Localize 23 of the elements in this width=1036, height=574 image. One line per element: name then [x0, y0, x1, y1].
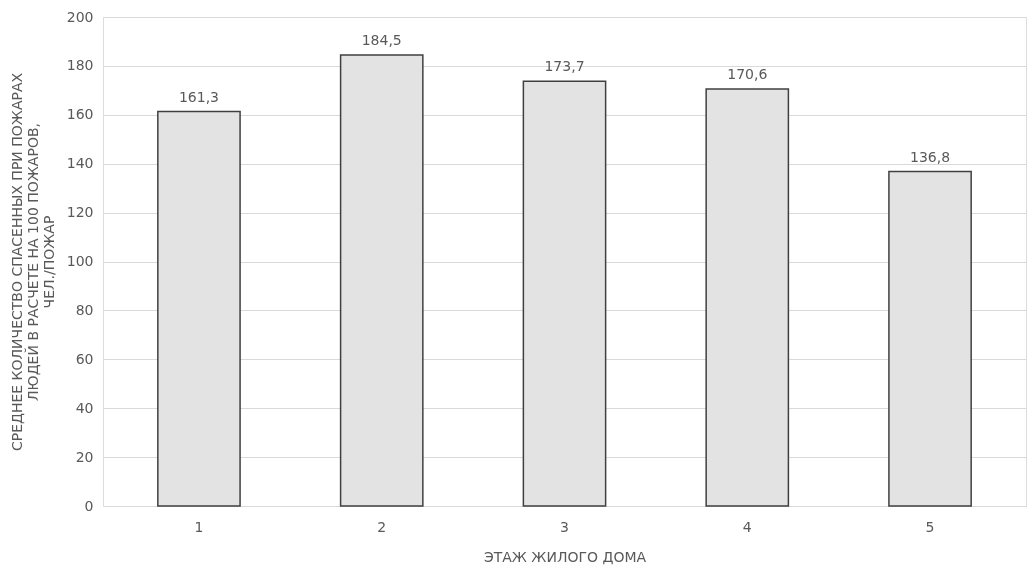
x-tick-label: 4 — [742, 518, 752, 535]
y-axis-title: СРЕДНЕЕ КОЛИЧЕСТВО СПАСЕННЫХ ПРИ ПОЖАРАХ ЛЮДЕЙ В РАСЧЕТЕ НА 100 ПОЖАРОВ, ЧЕЛ./ПОЖАР — [8, 72, 57, 452]
y-tick-label: 80 — [75, 301, 94, 318]
data-label: 173,7 — [544, 58, 585, 75]
y-tick-label: 200 — [66, 8, 94, 25]
y-tick-label: 20 — [75, 448, 94, 465]
x-tick-label: 3 — [560, 518, 569, 535]
y-tick-label: 140 — [66, 155, 94, 172]
data-label: 136,8 — [910, 148, 951, 165]
y-tick-label: 60 — [75, 350, 94, 367]
x-tick-label: 2 — [377, 518, 387, 535]
y-tick-label: 100 — [66, 253, 94, 269]
x-tick-label: 1 — [194, 518, 204, 535]
y-tick-label: 180 — [66, 57, 94, 74]
data-label: 161,3 — [178, 88, 219, 105]
y-tick-label: 0 — [84, 497, 94, 514]
y-tick-label: 160 — [66, 106, 94, 123]
data-label: 184,5 — [361, 31, 402, 48]
x-tick-label: 5 — [925, 518, 935, 535]
y-tick-label: 120 — [66, 204, 94, 221]
y-tick-label: 40 — [75, 399, 94, 416]
data-label: 170,6 — [727, 65, 768, 82]
x-axis-title: ЭТАЖ ЖИЛОГО ДОМА — [483, 548, 647, 565]
